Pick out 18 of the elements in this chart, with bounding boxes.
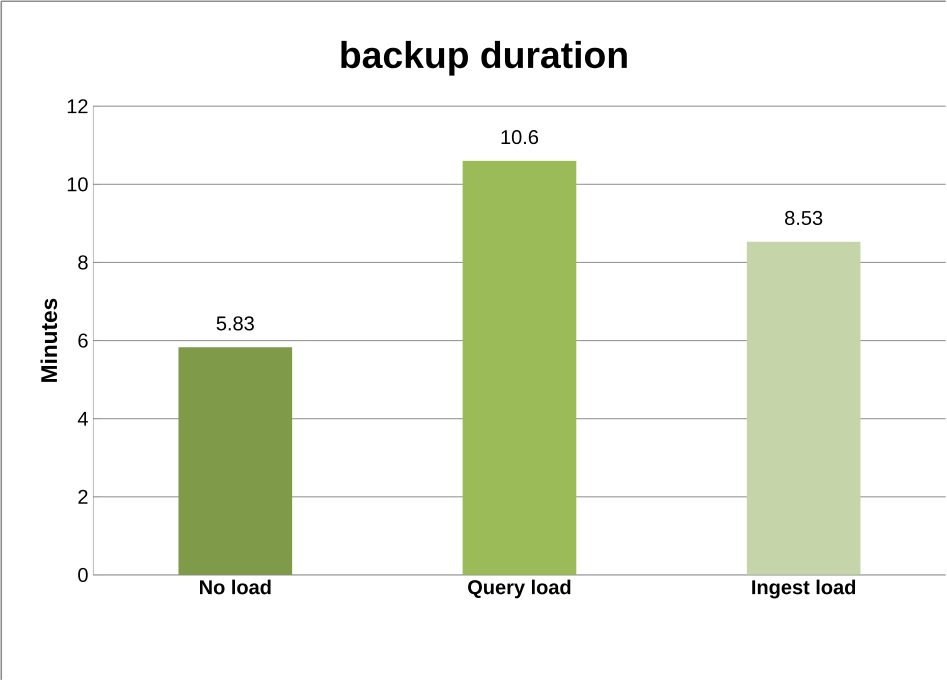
data-label: 5.83 xyxy=(216,316,254,330)
y-tick-label: 2 xyxy=(78,490,88,504)
x-tick-label: No load xyxy=(200,580,271,594)
x-tick-label: Query load xyxy=(468,580,570,598)
y-tick-label: 6 xyxy=(78,333,88,348)
bar xyxy=(178,347,292,575)
y-tick-label: 8 xyxy=(78,255,88,270)
bar xyxy=(746,242,860,575)
y-tick-label: 12 xyxy=(68,99,88,114)
bar xyxy=(462,160,576,575)
y-tick-label: 10 xyxy=(68,177,88,192)
y-tick-label: 0 xyxy=(78,568,88,582)
data-label: 8.53 xyxy=(785,210,822,225)
chart-title: backup duration xyxy=(341,40,627,76)
x-tick-label: Ingest load xyxy=(752,580,856,598)
y-axis-title: Minutes xyxy=(40,298,58,382)
data-label: 10.6 xyxy=(502,130,538,144)
y-tick-label: 4 xyxy=(78,412,88,426)
